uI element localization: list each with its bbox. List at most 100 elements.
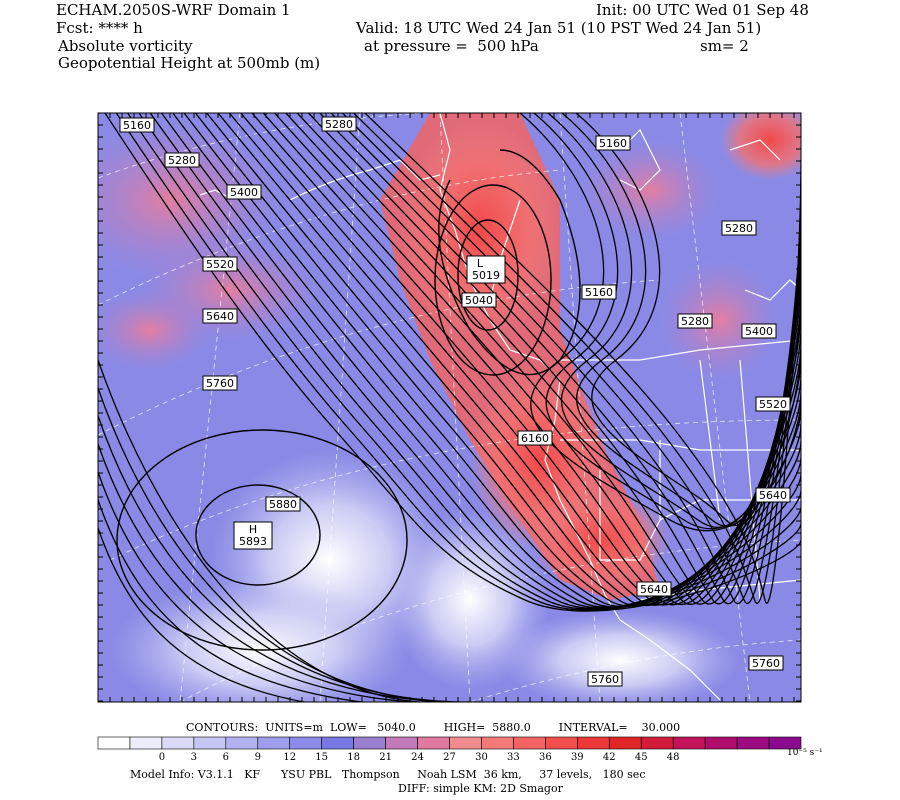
contour-line: [251, 113, 801, 606]
contour-line: [98, 499, 570, 702]
contour-label: 5520: [759, 398, 787, 411]
model-info: Model Info: V3.1.1 KF YSU PBL Thompson N…: [130, 768, 646, 781]
colorbar-tick-label: 9: [254, 752, 261, 763]
contour-line: [98, 471, 540, 702]
colorbar-tick-label: 18: [347, 752, 360, 763]
colorbar-swatch: [640, 736, 674, 750]
contour-label: 5760: [752, 657, 780, 670]
init-time: Init: 00 UTC Wed 01 Sep 48: [596, 1, 809, 19]
colorbar-tick-label: 6: [222, 752, 229, 763]
colorbar-tick-label: 33: [507, 752, 520, 763]
contour-label: 5280: [681, 315, 709, 328]
colorbar-swatch: [608, 736, 642, 750]
forecast-hour: Fcst: **** h: [56, 19, 143, 37]
model-info-diff: DIFF: simple KM: 2D Smagor: [398, 782, 563, 795]
colorbar-swatch: [545, 736, 578, 750]
colorbar-tick-label: 12: [283, 752, 297, 763]
vorticity-band-nw: [98, 290, 210, 370]
low-center-marker: L: [477, 257, 484, 270]
colorbar-swatch: [385, 736, 418, 750]
contour-line: [434, 184, 552, 376]
contour-label: 5760: [591, 673, 619, 686]
colorbar-swatch: [481, 736, 514, 750]
contour-line: [561, 113, 801, 527]
smoothing-value: sm= 2: [700, 37, 749, 55]
colorbar-swatch: [129, 736, 163, 750]
valid-time: Valid: 18 UTC Wed 24 Jan 51 (10 PST Wed …: [356, 19, 762, 37]
low-vorticity-zone: [110, 580, 410, 702]
colorbar-swatch: [736, 736, 770, 750]
colorbar-swatch: [672, 736, 706, 750]
colorbar: [97, 736, 802, 750]
contour-label: 5400: [230, 186, 258, 199]
contour-line: [262, 113, 801, 605]
contour-line: [195, 484, 321, 586]
contour-label: 5760: [206, 377, 234, 390]
colorbar-swatch: [257, 736, 291, 750]
map-frame: [97, 112, 802, 703]
colorbar-swatch: [97, 736, 131, 750]
high-center-marker: H: [249, 523, 257, 536]
contour-label: 5640: [759, 489, 787, 502]
vorticity-band-ne: [660, 260, 780, 380]
colorbar-swatch: [513, 736, 546, 750]
lat-lon-grid: [98, 113, 801, 702]
contour-label: 5280: [168, 154, 196, 167]
colorbar-tick-label: 21: [379, 752, 392, 763]
colorbar-tick-label: 39: [570, 752, 584, 763]
contour-line: [98, 527, 600, 702]
title-model: ECHAM.2050S-WRF Domain 1: [56, 1, 291, 19]
contour-label: 5160: [585, 286, 613, 299]
colorbar-tick-label: 42: [602, 752, 616, 763]
contour-line: [285, 113, 801, 605]
colorbar-swatch: [768, 736, 802, 750]
colorbar-swatch: [321, 736, 354, 750]
colorbar-swatch: [577, 736, 610, 750]
contour-line: [575, 113, 801, 527]
contour-line: [116, 429, 408, 651]
colorbar-swatch: [449, 736, 482, 750]
contour-line: [98, 415, 480, 702]
height-contour-family: [98, 113, 801, 702]
colorbar-tick-label: 30: [475, 752, 488, 763]
colorbar-tick-label: 36: [538, 752, 552, 763]
contour-label: 5880: [269, 498, 297, 511]
contour-label: 5040: [465, 294, 493, 307]
contour-line: [149, 113, 801, 609]
colorbar-swatch: [161, 736, 195, 750]
contour-label: 5280: [725, 222, 753, 235]
contour-label: 5640: [206, 310, 234, 323]
low-center-value: 5019: [472, 269, 500, 282]
pressure-level: at pressure = 500 hPa: [364, 37, 539, 55]
contour-line: [547, 113, 801, 528]
contour-label: 5640: [640, 583, 668, 596]
vorticity-band-ne: [580, 140, 720, 240]
colorbar-tick-label: 27: [443, 752, 456, 763]
vorticity-band-ne: [720, 113, 801, 180]
colorbar-swatch: [193, 736, 227, 750]
contours-info: CONTOURS: UNITS=m LOW= 5040.0 HIGH= 5880…: [186, 721, 681, 734]
colorbar-swatch: [417, 736, 450, 750]
colorbar-unit: 10⁻⁵ s⁻¹: [787, 748, 823, 758]
colorbar-swatch: [353, 736, 386, 750]
field-name-height: Geopotential Height at 500mb (m): [58, 54, 321, 72]
colorbar-tick-label: 48: [666, 752, 680, 763]
field-name-vorticity: Absolute vorticity: [58, 37, 193, 55]
contour-label: 5160: [599, 137, 627, 150]
colorbar-tick-label: 45: [634, 752, 648, 763]
colorbar-swatch: [289, 736, 322, 750]
frame-ticks: [97, 112, 801, 702]
colorbar-tick-label: 15: [315, 752, 329, 763]
colorbar-swatch: [225, 736, 259, 750]
contour-label: 6160: [521, 432, 549, 445]
colorbar-tick-label: 24: [411, 752, 424, 763]
contour-line: [533, 113, 801, 530]
colorbar-swatch: [704, 736, 738, 750]
low-vorticity-zone: [500, 610, 740, 702]
contour-line: [353, 113, 801, 604]
colorbar-tick-label: 0: [158, 752, 166, 763]
contour-line: [274, 113, 801, 605]
contour-labels: 5160 5280 5280 5400 5520 5640 5760 5880 …: [119, 116, 791, 687]
colorbar-tick-label: 3: [190, 752, 198, 763]
